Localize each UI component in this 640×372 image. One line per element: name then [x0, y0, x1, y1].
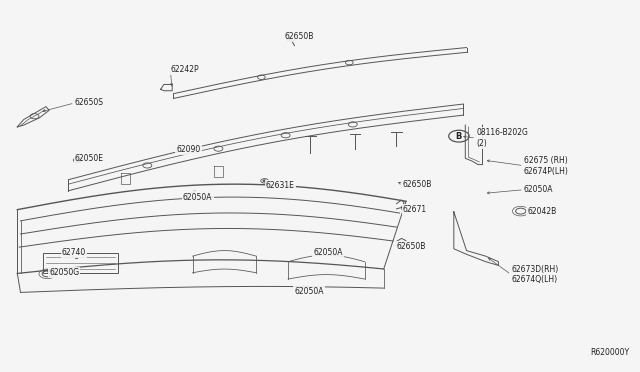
Text: B: B [456, 132, 462, 141]
Circle shape [263, 180, 266, 182]
Text: R620000Y: R620000Y [590, 347, 629, 357]
Bar [43, 253, 118, 273]
Text: 62673D(RH)
62674Q(LH): 62673D(RH) 62674Q(LH) [511, 265, 559, 285]
Text: 62050E: 62050E [75, 154, 104, 163]
Text: 62050G: 62050G [49, 268, 79, 277]
Circle shape [289, 38, 292, 40]
Text: 62242P: 62242P [170, 65, 199, 74]
Text: 62650S: 62650S [75, 99, 104, 108]
Text: 62631E: 62631E [266, 182, 294, 190]
Text: 62650B: 62650B [285, 32, 314, 41]
Text: 62675 (RH)
62674P(LH): 62675 (RH) 62674P(LH) [524, 156, 569, 176]
Text: 62671: 62671 [403, 205, 427, 215]
Text: 62650B: 62650B [396, 243, 426, 251]
Text: 62050A: 62050A [294, 287, 324, 296]
Circle shape [76, 159, 80, 161]
Text: 62090: 62090 [177, 145, 201, 154]
Text: 62650B: 62650B [403, 180, 432, 189]
Text: 62050A: 62050A [314, 248, 343, 257]
Text: 62740: 62740 [62, 248, 86, 257]
Text: 62042B: 62042B [527, 207, 556, 217]
Text: 08116-B202G
(2): 08116-B202G (2) [476, 128, 528, 148]
Text: 62050A: 62050A [183, 193, 212, 202]
Text: 62050A: 62050A [524, 185, 554, 194]
